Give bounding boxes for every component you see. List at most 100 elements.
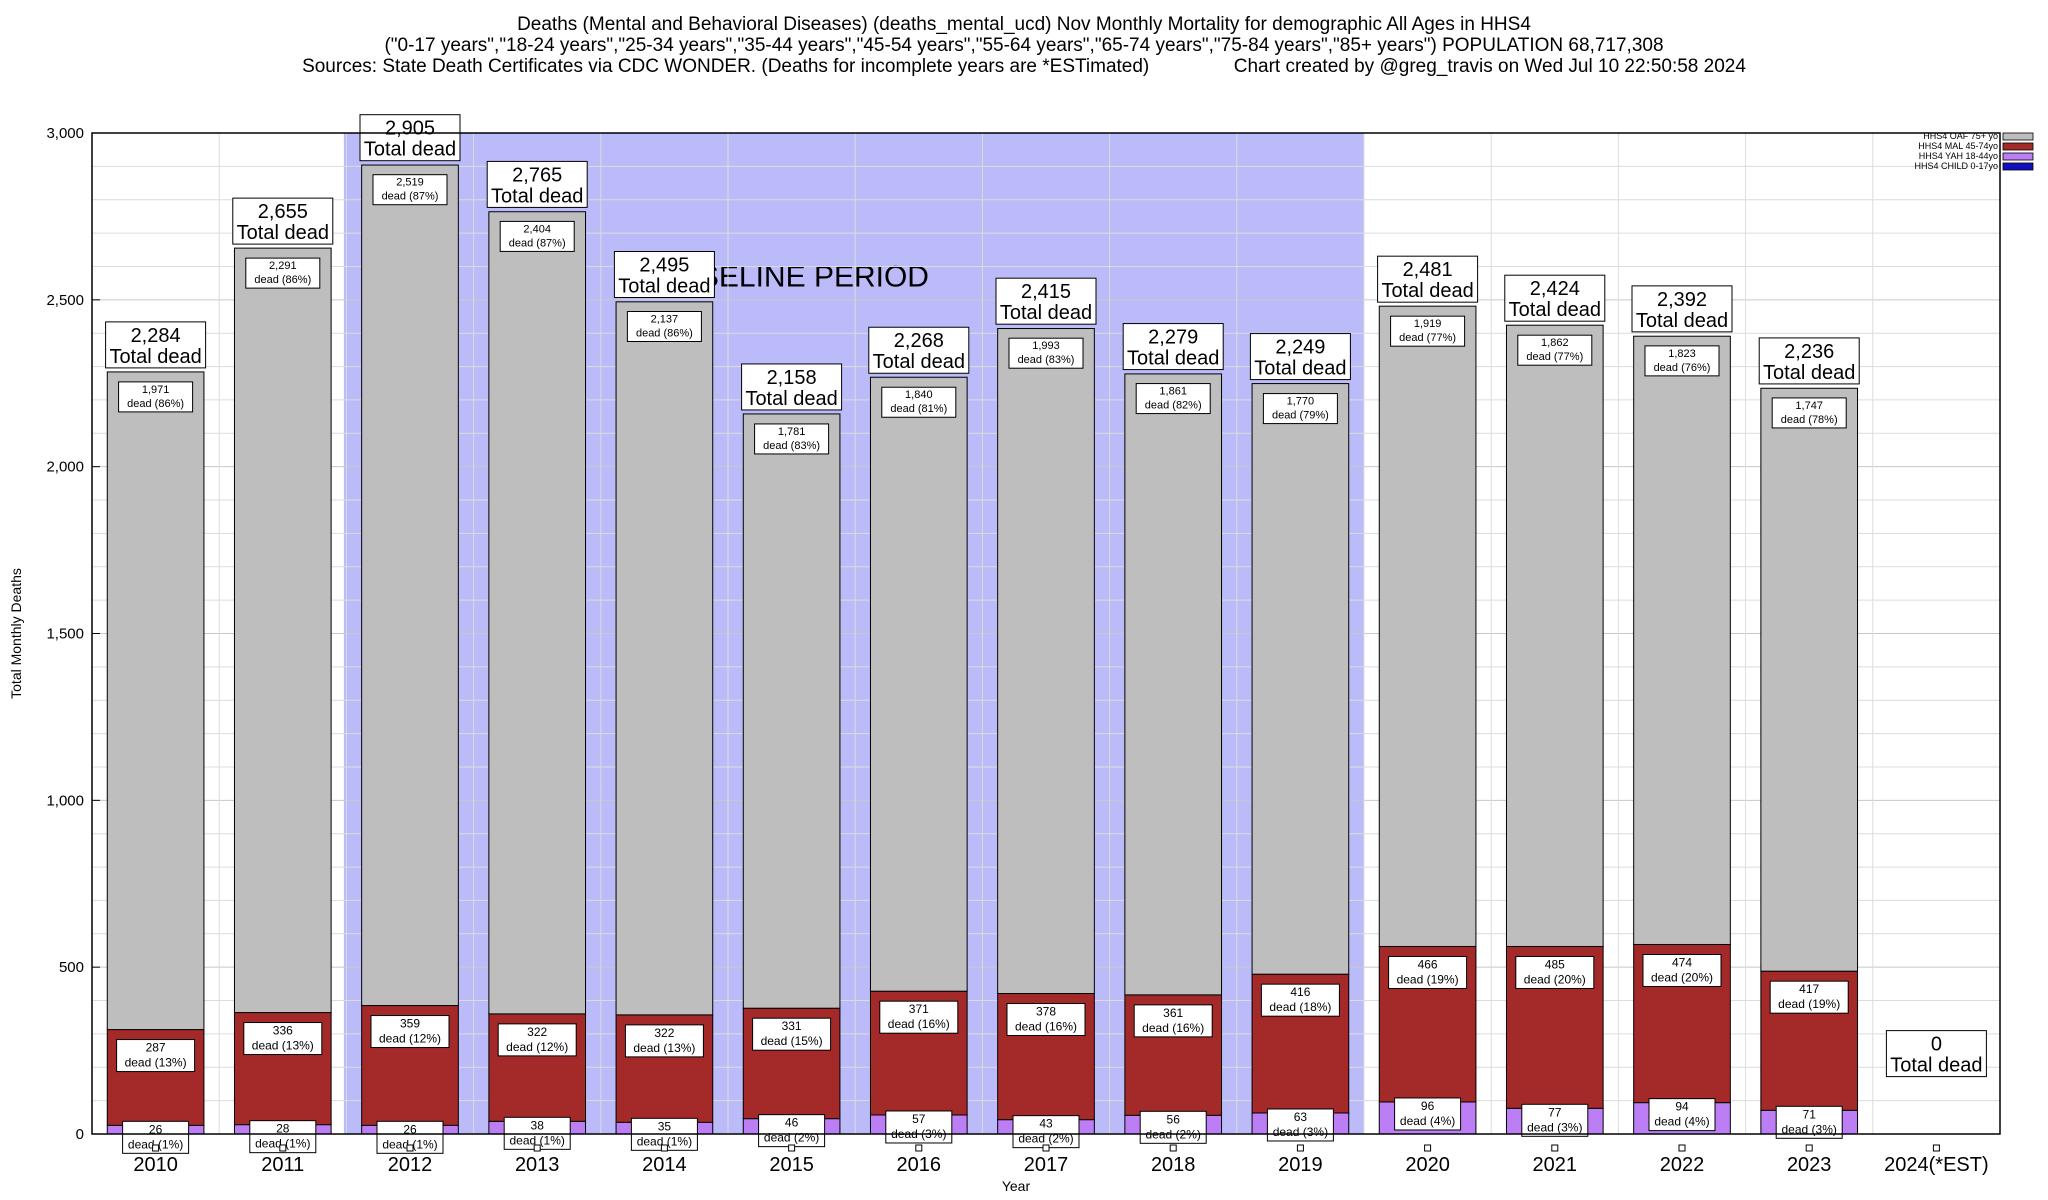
total-label-value: 2,279: [1148, 327, 1198, 349]
segment-label-mal-box: [1515, 955, 1595, 989]
total-label-text: Total dead: [1254, 358, 1346, 380]
segment-label-mal-value: 474: [1672, 955, 1692, 969]
segment-label-oaf-value: 1,747: [1795, 400, 1823, 412]
segment-label-oaf-text: dead (76%): [1654, 362, 1711, 374]
segment-label-oaf-value: 2,137: [651, 314, 679, 326]
total-label-value: 2,392: [1657, 289, 1707, 311]
total-label-box: [995, 277, 1097, 325]
segment-label-oaf: 1,747 dead (78%): [1771, 397, 1847, 429]
x-tick-label: 2024(*EST): [1884, 1154, 1989, 1176]
total-label-box: [1122, 323, 1224, 371]
bar-segment: [233, 247, 332, 1014]
segment-label-yah-text: dead (3%): [1527, 1120, 1582, 1134]
total-label-box: [105, 321, 207, 369]
x-tick-label: 2011: [261, 1154, 304, 1176]
segment-label-yah-value: 96: [1421, 1099, 1435, 1113]
segment-label-oaf: 1,861 dead (82%): [1135, 383, 1211, 415]
total-label-text: Total dead: [364, 139, 456, 161]
chart-title: Deaths (Mental and Behavioral Diseases) …: [517, 14, 1531, 35]
x-tick-label: 2014: [642, 1154, 687, 1176]
child-series-marker: [660, 1144, 668, 1152]
segment-label-mal-text: dead (18%): [1269, 1000, 1331, 1014]
segment-label-yah-text: dead (1%): [382, 1137, 437, 1151]
segment-label-oaf-value: 1,971: [142, 384, 170, 396]
segment-label-yah-box: [1394, 1097, 1462, 1131]
segment-label-yah-value: 94: [1675, 1100, 1689, 1114]
x-tick-label: 2022: [1660, 1154, 1705, 1176]
segment-label-oaf-text: dead (77%): [1399, 332, 1456, 344]
segment-label-oaf-text: dead (83%): [763, 440, 820, 452]
segment-label-mal-box: [1133, 1004, 1213, 1038]
segment-label-mal-box: [1642, 953, 1722, 987]
segment-label-oaf-box: [499, 220, 575, 252]
segment-label-oaf: 2,137 dead (86%): [626, 311, 702, 343]
y-tick-label: 1,000: [46, 792, 84, 809]
total-label-text: Total dead: [237, 222, 329, 244]
segment-label-yah-value: 26: [149, 1122, 163, 1136]
total-label-value: 2,268: [894, 330, 944, 352]
segment-label-yah-box: [1012, 1115, 1080, 1149]
x-tick-label: 2015: [769, 1154, 814, 1176]
total-label-text: Total dead: [1000, 302, 1092, 324]
segment-label-mal-text: dead (13%): [252, 1039, 314, 1053]
child-series-marker: [533, 1144, 541, 1152]
segment-label-oaf-value: 2,404: [523, 223, 551, 235]
segment-label-oaf: 1,993 dead (83%): [1008, 337, 1084, 369]
x-tick-label: 2010: [133, 1154, 178, 1176]
total-label-box: [1758, 337, 1860, 385]
segment-label-mal-text: dead (12%): [379, 1032, 441, 1046]
bar-segment: [1633, 335, 1731, 945]
child-series-marker: [788, 1144, 796, 1152]
segment-label-oaf: 1,862 dead (77%): [1517, 334, 1593, 366]
segment-label-mal-text: dead (16%): [1015, 1020, 1077, 1034]
child-series-marker: [152, 1144, 160, 1152]
child-series-marker: [279, 1144, 287, 1152]
chart-subtitle-age-groups: ("0-17 years","18-24 years","25-34 years…: [384, 35, 1664, 56]
segment-label-oaf-box: [1517, 334, 1593, 366]
bar-segment: [106, 371, 205, 1031]
total-label-value: 2,158: [767, 367, 817, 389]
bar-segment: [997, 328, 1095, 995]
segment-label-mal-box: [243, 1022, 323, 1056]
total-label-box: [1885, 1030, 1987, 1078]
total-label-text: Total dead: [1636, 310, 1728, 332]
total-label-value: 2,284: [131, 325, 181, 347]
segment-label-oaf-text: dead (87%): [382, 191, 439, 203]
legend-label: HHS4 MAL 45-74yo: [1918, 141, 1998, 151]
bar-segment: [615, 301, 714, 1016]
total-label-value: 2,495: [639, 255, 689, 277]
segment-label-oaf-value: 1,993: [1032, 340, 1060, 352]
total-label-value: 2,415: [1021, 281, 1071, 303]
segment-label-oaf-text: dead (81%): [890, 403, 947, 415]
segment-label-oaf-value: 2,291: [269, 260, 297, 272]
total-label-text: Total dead: [1509, 299, 1601, 321]
segment-label-yah-text: dead (3%): [1782, 1122, 1837, 1136]
segment-label-yah-text: dead (3%): [1273, 1125, 1328, 1139]
legend-swatch: [2002, 142, 2034, 151]
y-tick-label: 2,000: [46, 459, 84, 476]
segment-label-yah-box: [1648, 1098, 1716, 1132]
segment-label-mal-value: 287: [146, 1041, 166, 1055]
y-tick-label: 2,500: [46, 292, 84, 309]
segment-label-oaf-value: 1,823: [1668, 348, 1696, 360]
segment-label-oaf-value: 1,861: [1159, 386, 1187, 398]
total-label-value: 2,424: [1530, 278, 1580, 300]
segment-label-yah-value: 26: [403, 1122, 417, 1136]
child-series-marker: [1551, 1144, 1559, 1152]
segment-label-mal-box: [752, 1017, 832, 1051]
segment-label-yah-text: dead (2%): [1018, 1132, 1073, 1146]
segment-label-yah-text: dead (4%): [1400, 1114, 1455, 1128]
segment-label-yah-text: dead (1%): [128, 1137, 183, 1151]
segment-label-oaf: 1,781 dead (83%): [754, 423, 830, 455]
legend-label: HHS4 CHILD 0-17yo: [1914, 161, 1998, 171]
segment-label-yah-value: 56: [1167, 1112, 1181, 1126]
total-label-box: [1631, 285, 1733, 333]
segment-label-yah-box: [1266, 1108, 1334, 1142]
segment-label-oaf-box: [881, 386, 957, 418]
